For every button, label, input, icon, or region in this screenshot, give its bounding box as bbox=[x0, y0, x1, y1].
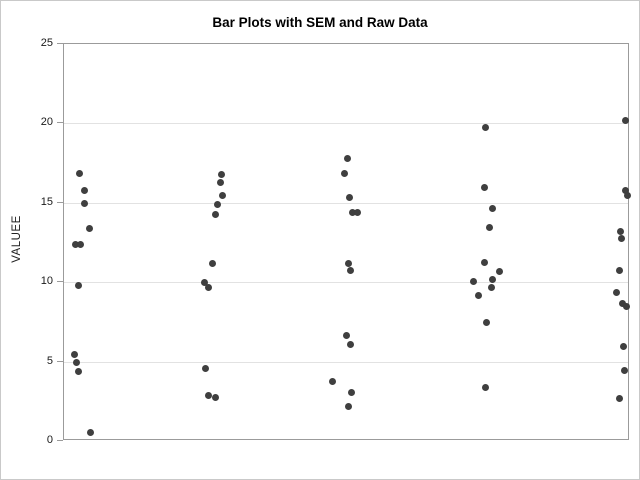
y-tick-mark bbox=[57, 201, 63, 203]
data-point-group-5 bbox=[618, 299, 626, 307]
data-point-group-2 bbox=[211, 393, 219, 401]
gridline-y-10 bbox=[64, 282, 628, 284]
y-tick-mark bbox=[57, 122, 63, 124]
data-point-group-1 bbox=[74, 368, 82, 376]
data-point-group-1 bbox=[71, 241, 79, 249]
data-point-group-2 bbox=[217, 171, 225, 179]
data-point-group-5 bbox=[621, 117, 629, 125]
y-tick-label-5: 5 bbox=[46, 354, 53, 367]
data-point-group-4 bbox=[495, 268, 503, 276]
data-point-group-1 bbox=[80, 199, 88, 207]
data-point-group-5 bbox=[612, 288, 620, 296]
y-tick-mark bbox=[57, 440, 63, 441]
y-tick-mark bbox=[57, 360, 63, 362]
y-tick-label-0: 0 bbox=[46, 434, 53, 446]
data-point-group-2 bbox=[201, 365, 209, 373]
data-point-group-4 bbox=[481, 384, 489, 392]
data-point-group-1 bbox=[85, 225, 93, 233]
data-point-group-3 bbox=[348, 209, 356, 217]
y-tick-label-10: 10 bbox=[40, 275, 53, 288]
data-point-group-5 bbox=[616, 228, 624, 236]
y-tick-label-25: 25 bbox=[40, 37, 53, 49]
data-point-group-1 bbox=[70, 350, 78, 358]
y-tick-label-20: 20 bbox=[40, 116, 53, 129]
data-point-group-5 bbox=[617, 234, 625, 242]
data-point-group-3 bbox=[344, 260, 352, 268]
data-point-group-4 bbox=[487, 284, 495, 292]
data-point-group-3 bbox=[353, 209, 361, 217]
data-point-group-4 bbox=[481, 123, 489, 131]
data-point-group-4 bbox=[482, 318, 490, 326]
data-point-group-3 bbox=[343, 155, 351, 163]
y-tick-mark bbox=[57, 43, 63, 44]
data-point-group-1 bbox=[86, 428, 94, 436]
data-point-group-2 bbox=[204, 284, 212, 292]
data-point-group-3 bbox=[347, 388, 355, 396]
data-point-group-2 bbox=[213, 201, 221, 209]
data-point-group-1 bbox=[74, 282, 82, 290]
data-point-group-4 bbox=[488, 276, 496, 284]
y-tick-mark bbox=[57, 281, 63, 283]
data-point-group-4 bbox=[488, 204, 496, 212]
data-point-group-3 bbox=[340, 169, 348, 177]
data-point-group-2 bbox=[200, 279, 208, 287]
data-point-group-3 bbox=[342, 331, 350, 339]
data-point-group-1 bbox=[80, 187, 88, 195]
data-point-group-5 bbox=[620, 366, 628, 374]
data-point-group-3 bbox=[344, 403, 352, 411]
gridline-y-5 bbox=[64, 361, 628, 363]
chart-title: Bar Plots with SEM and Raw Data bbox=[212, 15, 428, 30]
data-point-group-2 bbox=[204, 392, 212, 400]
data-point-group-4 bbox=[480, 258, 488, 266]
data-point-group-1 bbox=[72, 358, 80, 366]
data-point-group-1 bbox=[76, 241, 84, 249]
data-point-group-3 bbox=[346, 341, 354, 349]
data-point-group-5 bbox=[623, 191, 631, 199]
data-point-group-3 bbox=[346, 266, 354, 274]
data-point-group-4 bbox=[469, 277, 477, 285]
data-point-group-4 bbox=[485, 223, 493, 231]
data-point-group-3 bbox=[345, 193, 353, 201]
plot-area bbox=[63, 43, 629, 440]
data-point-group-4 bbox=[480, 184, 488, 191]
data-point-group-5 bbox=[621, 187, 629, 195]
data-point-group-5 bbox=[619, 342, 627, 350]
data-point-group-5 bbox=[622, 303, 630, 311]
data-point-group-4 bbox=[474, 291, 482, 299]
data-point-group-2 bbox=[208, 260, 216, 268]
data-point-group-2 bbox=[218, 191, 226, 199]
data-point-group-2 bbox=[216, 179, 224, 187]
y-tick-label-15: 15 bbox=[40, 195, 53, 208]
gridline-y-20 bbox=[64, 123, 628, 125]
y-axis-label: VALUEE bbox=[11, 215, 23, 263]
data-point-group-3 bbox=[328, 377, 336, 385]
gridline-y-15 bbox=[64, 202, 628, 204]
data-point-group-2 bbox=[211, 211, 219, 218]
data-point-group-5 bbox=[615, 266, 623, 274]
data-point-group-5 bbox=[615, 395, 623, 403]
data-point-group-1 bbox=[75, 169, 83, 177]
